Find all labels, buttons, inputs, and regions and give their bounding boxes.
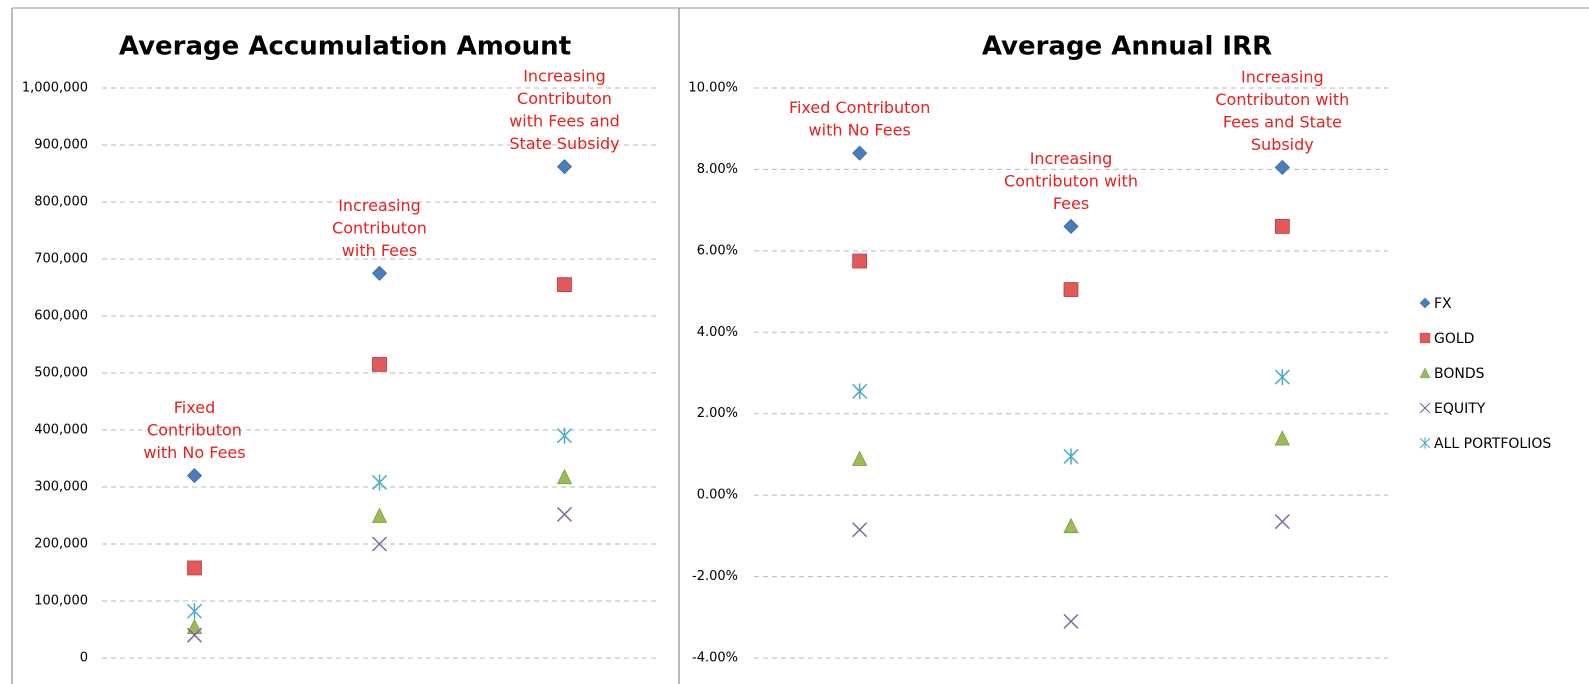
legend-marker (1419, 297, 1431, 309)
legend-entry: EQUITY (1419, 401, 1486, 417)
annotation: Subsidy (1251, 135, 1314, 154)
annotation: Contributon (332, 218, 427, 237)
marker (556, 506, 573, 522)
marker (1063, 218, 1079, 234)
marker (852, 145, 868, 161)
marker (852, 383, 868, 400)
marker (1274, 219, 1290, 234)
marker (1063, 448, 1079, 465)
annotation: State Subsidy (509, 134, 619, 153)
y-tick-label: 2.00% (697, 406, 738, 421)
marker (556, 468, 573, 485)
marker (186, 468, 203, 484)
annotation: Increasing (523, 67, 606, 86)
marker (186, 603, 203, 620)
annotation: Increasing (1030, 149, 1113, 168)
legend-label: BONDS (1434, 366, 1485, 382)
legend-entry: GOLD (1419, 331, 1474, 347)
legend-entry: BONDS (1419, 366, 1485, 382)
y-tick-label: 0.00% (697, 488, 738, 503)
marker (1274, 514, 1290, 530)
y-tick-label: 8.00% (697, 162, 738, 177)
marker (852, 253, 868, 269)
legend-label: GOLD (1434, 331, 1474, 347)
y-tick-label: 500,000 (34, 366, 88, 381)
y-tick-label: 800,000 (34, 195, 88, 210)
annotation: Fixed (174, 398, 215, 417)
legend-label: EQUITY (1434, 401, 1486, 417)
marker (186, 627, 203, 643)
chart: Average Annual IRR -4.00% -2.00% 0.00% 2.00%… (688, 32, 1551, 666)
legend-marker (1419, 402, 1431, 414)
marker (852, 450, 868, 466)
y-tick-label: 400,000 (34, 423, 88, 438)
y-tick-label: 600,000 (34, 309, 88, 324)
legend-entry: ALL PORTFOLIOS (1419, 436, 1551, 452)
annotation: Contributon (517, 89, 612, 108)
marker (1274, 159, 1290, 175)
legend-marker (1419, 367, 1431, 379)
legend-label: FX (1434, 296, 1452, 312)
annotation: Increasing (338, 196, 421, 215)
marker (371, 265, 388, 281)
marker (186, 618, 203, 635)
annotation: Contributon (147, 421, 242, 440)
annotation: with Fees and (509, 112, 620, 131)
annotation: with No Fees (809, 121, 911, 140)
annotation: Fixed Contributon (789, 98, 930, 117)
y-tick-label: 0 (80, 651, 88, 666)
y-tick-label: 100,000 (34, 594, 88, 609)
y-tick-label: 300,000 (34, 480, 88, 495)
y-tick-label: -4.00% (692, 651, 738, 666)
y-tick-label: 200,000 (34, 537, 88, 552)
marker (557, 277, 572, 293)
legend-marker (1419, 437, 1431, 449)
marker (371, 536, 388, 552)
annotation: with No Fees (143, 443, 245, 462)
annotation: with Fees (342, 241, 417, 260)
y-tick-label: 700,000 (34, 252, 88, 267)
y-tick-label: -2.00% (692, 569, 738, 584)
annotation: Increasing (1241, 67, 1324, 86)
y-tick-label: 4.00% (697, 325, 738, 340)
marker (852, 522, 868, 538)
legend-label: ALL PORTFOLIOS (1434, 436, 1551, 452)
marker (556, 427, 573, 444)
y-tick-label: 1,000,000 (22, 81, 88, 96)
marker (371, 507, 388, 523)
marker (1063, 282, 1079, 297)
y-tick-label: 900,000 (34, 138, 88, 153)
marker (372, 357, 387, 372)
annotation: Contributon with (1004, 171, 1138, 190)
y-tick-label: 6.00% (697, 243, 738, 258)
annotation: Contributon with (1215, 90, 1349, 109)
marker (1063, 517, 1079, 534)
chart: Average Accumulation Amount 0 100,000 200,0… (22, 32, 657, 666)
annotation: Fees (1053, 194, 1089, 213)
marker (556, 159, 573, 175)
marker (1274, 369, 1290, 386)
marker (1063, 613, 1079, 629)
marker (371, 474, 388, 491)
legend-entry: FX (1419, 296, 1452, 312)
y-tick-label: 10.00% (688, 81, 738, 96)
marker (1274, 430, 1290, 446)
chart-title: Average Annual IRR (982, 32, 1272, 62)
annotation: Fees and State (1223, 112, 1342, 131)
chart-title: Average Accumulation Amount (119, 32, 571, 62)
marker (187, 560, 202, 576)
legend-marker (1419, 332, 1431, 344)
